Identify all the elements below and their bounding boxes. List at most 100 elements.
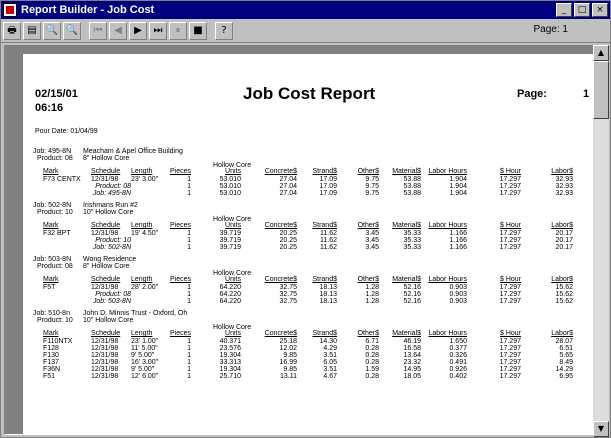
column-header-cell: Strand$ — [312, 276, 337, 283]
column-header-cell: Schedule — [91, 276, 121, 283]
column-header-cell: Mark — [43, 330, 59, 337]
product-code: Product: 08 — [37, 155, 73, 162]
column-header-cell: Schedule — [91, 168, 121, 175]
table-cell: 1 — [187, 230, 191, 237]
table-cell: 0.903 — [449, 298, 467, 305]
table-cell: 40.371 — [219, 338, 241, 345]
column-header: Mark Schedule Length Pieces Units Concrete$ St… — [33, 168, 593, 176]
column-header-cell: Strand$ — [312, 168, 337, 175]
column-header-cell: Concrete$ — [264, 222, 297, 229]
table-cell: 23.576 — [219, 345, 241, 352]
table-cell: 9.75 — [365, 190, 379, 197]
maximize-button[interactable]: □ — [574, 3, 590, 17]
prev-page-icon[interactable]: ◀ — [109, 21, 127, 40]
table-cell: 15.62 — [555, 291, 573, 298]
table-cell: 0.28 — [365, 359, 379, 366]
scroll-up-icon[interactable]: ▲ — [593, 45, 609, 61]
table-cell: 1 — [187, 373, 191, 380]
table-cell: 32.75 — [279, 291, 297, 298]
column-header-cell: Labor Hours — [428, 222, 467, 229]
stop-icon[interactable]: ■ — [189, 21, 207, 40]
table-cell: 1 — [187, 352, 191, 359]
table-cell: 19' 4.50" — [131, 230, 159, 237]
column-header-cell: Length — [131, 222, 153, 229]
table-cell: 14.30 — [319, 338, 337, 345]
table-cell: 28.07 — [555, 338, 573, 345]
table-cell: 17.297 — [499, 298, 521, 305]
table-cell: 15.62 — [555, 284, 573, 291]
table-cell: 25.710 — [219, 373, 241, 380]
table-cell: 3.51 — [323, 366, 337, 373]
column-header-cell: Other$ — [357, 168, 379, 175]
column-header-cell: $ Hour — [499, 276, 521, 283]
table-row: F36N 12/31/98 9' 5.00" 1 19.304 9.85 3.51 1.59 1… — [33, 366, 593, 374]
table-cell: 17.297 — [499, 244, 521, 251]
table-cell: 0.28 — [365, 345, 379, 352]
close-button[interactable]: × — [592, 3, 608, 17]
zoom-out-icon[interactable]: 🔍 — [63, 21, 81, 40]
report-date: 02/15/01 — [35, 88, 78, 100]
table-row: Product: 10 1 39.719 20.25 11.62 3.45 35.33 1.1… — [33, 237, 593, 245]
scroll-down-icon[interactable]: ▼ — [593, 421, 609, 437]
minimize-button[interactable]: _ — [556, 3, 572, 17]
table-cell: 12/31/98 — [91, 176, 119, 183]
table-row: Product: 08 1 53.010 27.04 17.09 9.75 53.88 1.9… — [33, 183, 593, 191]
table-cell: 3.45 — [365, 230, 379, 237]
table-cell: 19.304 — [219, 352, 241, 359]
table-cell: 52.16 — [403, 298, 421, 305]
print-icon[interactable]: 🖶 — [3, 21, 21, 40]
table-cell: 1.166 — [449, 237, 467, 244]
job-name: Irishmans Run #2 — [83, 202, 138, 209]
table-cell: 8.49 — [559, 359, 573, 366]
pause-icon[interactable]: ⏸ — [169, 21, 187, 40]
page-setup-icon[interactable]: ▤ — [23, 21, 41, 40]
product-desc: 8" Hollow Core — [83, 155, 130, 162]
app-icon — [3, 3, 17, 17]
table-cell: 53.88 — [403, 190, 421, 197]
table-cell: 1.166 — [449, 230, 467, 237]
table-cell: 18.13 — [319, 298, 337, 305]
table-cell: 20.25 — [279, 230, 297, 237]
table-cell: 12/31/98 — [91, 366, 119, 373]
column-header-cell: Other$ — [357, 330, 379, 337]
table-cell: 1.28 — [365, 291, 379, 298]
column-header-cell: Concrete$ — [264, 330, 297, 337]
last-page-icon[interactable]: ⏭ — [149, 21, 167, 40]
table-cell: 9.75 — [365, 176, 379, 183]
table-cell: 18.05 — [403, 373, 421, 380]
table-cell: 64.220 — [219, 284, 241, 291]
table-cell: 25.18 — [279, 338, 297, 345]
table-row: Job: 502-8N 1 39.719 20.25 11.62 3.45 35.33 1.1… — [33, 244, 593, 252]
core-type: Hollow Core — [213, 270, 252, 277]
report-page: 02/15/01 06:16 Job Cost Report Page: 1 P… — [23, 54, 593, 434]
table-cell: 0.402 — [449, 373, 467, 380]
table-cell: 1 — [187, 244, 191, 251]
table-cell: 1 — [187, 345, 191, 352]
table-cell: 12/31/98 — [91, 373, 119, 380]
product-code: Product: 10 — [37, 209, 73, 216]
first-page-icon[interactable]: ⏮ — [89, 21, 107, 40]
column-header-cell: Pieces — [169, 330, 191, 337]
table-cell: 16.58 — [403, 345, 421, 352]
next-page-icon[interactable]: ▶ — [129, 21, 147, 40]
column-header-cell: Pieces — [169, 222, 191, 229]
report-preview: 02/15/01 06:16 Job Cost Report Page: 1 P… — [4, 45, 594, 435]
zoom-in-icon[interactable]: 🔍 — [43, 21, 61, 40]
scroll-thumb[interactable] — [593, 61, 609, 119]
column-header-cell: Concrete$ — [264, 276, 297, 283]
column-header-cell: Labor$ — [551, 276, 573, 283]
table-cell: 1 — [187, 237, 191, 244]
table-cell: 1.28 — [365, 284, 379, 291]
table-cell: 14.95 — [403, 366, 421, 373]
column-header-cell: Strand$ — [312, 222, 337, 229]
job-name: John D. Minnis Trust - Oxford, Oh — [83, 310, 188, 317]
table-cell: 4.67 — [323, 373, 337, 380]
column-header-cell: Strand$ — [312, 330, 337, 337]
table-row: F5T 12/31/98 28' 2.00" 1 64.220 32.75 18.13 1.2… — [33, 284, 593, 292]
table-cell: 12/31/98 — [91, 345, 119, 352]
vertical-scrollbar[interactable]: ▲ ▼ — [593, 45, 609, 437]
help-icon[interactable]: ? — [215, 21, 233, 40]
toolbar-page-indicator: Page: 1 — [533, 24, 568, 35]
table-row: Product: 08 1 64.220 32.75 18.13 1.28 52.16 0.9… — [33, 291, 593, 299]
table-cell: 20.17 — [555, 244, 573, 251]
